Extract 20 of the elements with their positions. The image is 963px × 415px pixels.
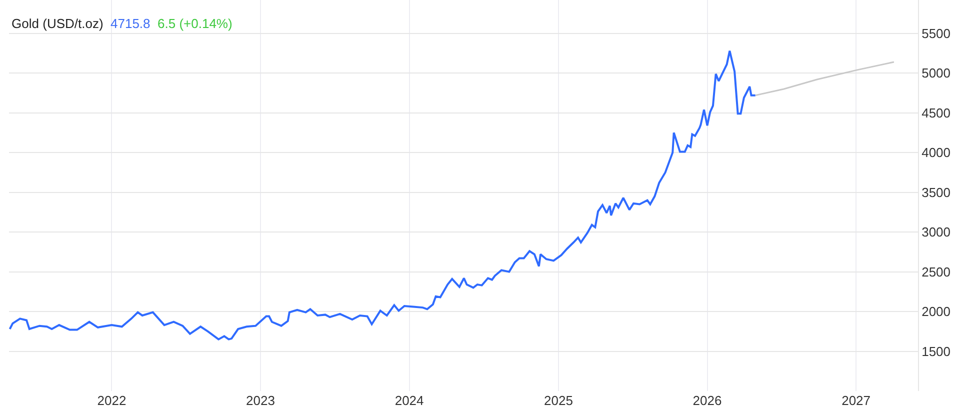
y-tick-label: 5500 — [922, 26, 951, 41]
line-series — [9, 50, 756, 340]
y-tick-label: 4000 — [922, 145, 951, 160]
annotation: 6.5 (+0.14%) — [158, 16, 232, 31]
text: Gold (USD/t.oz) — [12, 16, 104, 31]
x-tick-label: 2024 — [394, 393, 424, 408]
y-tick-label: 3000 — [922, 224, 951, 240]
y-tick-label: 3500 — [922, 184, 951, 200]
y-tick-label: 2500 — [922, 264, 951, 280]
x-tick-label: 2023 — [246, 393, 275, 408]
y-tick-label: 1500 — [922, 344, 951, 359]
y-tick-label: 5000 — [922, 66, 951, 81]
y-tick-label: 2000 — [922, 304, 951, 320]
x-tick-label: 2027 — [842, 393, 870, 408]
annotation: 4715.8 — [110, 16, 150, 31]
line-series — [754, 61, 895, 96]
y-tick-label: 4500 — [922, 105, 951, 120]
x-tick-label: 2025 — [544, 393, 573, 408]
x-tick-label: 2022 — [97, 393, 126, 408]
x-tick-label: 2026 — [692, 393, 722, 408]
